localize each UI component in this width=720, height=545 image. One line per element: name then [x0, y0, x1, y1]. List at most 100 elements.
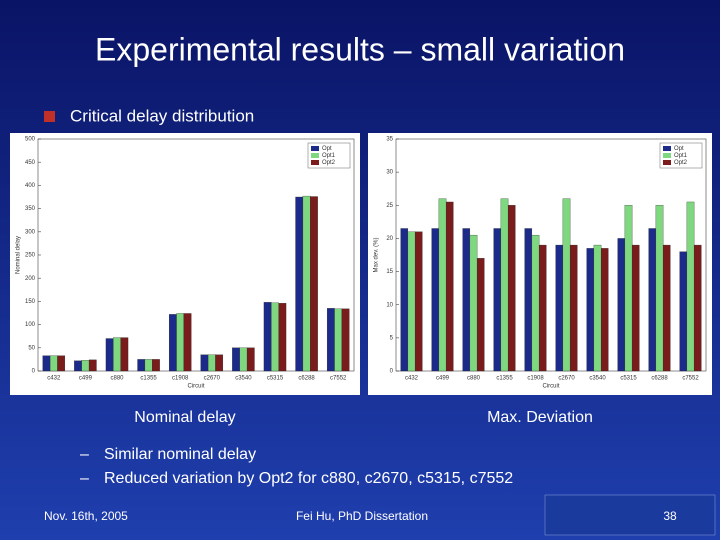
y-tick-label: 150	[25, 299, 36, 305]
bar	[263, 302, 272, 372]
bar	[414, 231, 423, 372]
y-tick-label: 0	[32, 369, 36, 375]
legend-label: Opt	[674, 146, 684, 152]
legend-label: Opt2	[322, 160, 336, 166]
x-tick-label: c6288	[298, 376, 315, 382]
bar	[569, 244, 578, 372]
x-tick-label: c880	[467, 376, 481, 382]
bar	[334, 308, 343, 372]
y-tick-label: 0	[390, 369, 394, 375]
x-tick-label: c432	[47, 376, 61, 382]
bar	[538, 244, 547, 372]
legend-label: Opt	[322, 146, 332, 152]
bar	[310, 196, 318, 372]
bar	[593, 244, 602, 372]
y-tick-label: 5	[390, 335, 394, 341]
bar	[476, 258, 485, 372]
y-tick-label: 250	[25, 253, 36, 259]
logo-box	[544, 494, 716, 536]
y-tick-label: 30	[386, 170, 393, 176]
bar	[445, 201, 454, 372]
y-axis-label: Max dev. (%)	[374, 238, 380, 273]
x-tick-label: c7552	[682, 376, 699, 382]
legend-label: Opt1	[322, 153, 336, 159]
y-tick-label: 200	[25, 276, 36, 282]
legend-swatch	[663, 153, 671, 158]
legend-swatch	[663, 146, 671, 151]
footer-center: Fei Hu, PhD Dissertation	[296, 509, 428, 523]
bar	[74, 360, 82, 372]
bar	[693, 244, 702, 372]
x-tick-label: c1908	[172, 376, 189, 382]
bar	[493, 228, 502, 372]
x-tick-label: c1908	[527, 376, 544, 382]
x-tick-label: c432	[405, 376, 419, 382]
bar	[400, 228, 409, 372]
x-tick-label: c1355	[496, 376, 513, 382]
y-tick-label: 350	[25, 206, 36, 212]
bar	[341, 308, 350, 372]
bar	[246, 347, 255, 372]
y-tick-label: 35	[386, 137, 393, 143]
bar	[655, 205, 664, 372]
bar	[88, 359, 97, 372]
slide-title: Experimental results – small variation	[95, 31, 625, 67]
bar	[176, 313, 185, 372]
bar	[42, 355, 51, 372]
y-tick-label: 10	[386, 302, 393, 308]
y-tick-label: 25	[386, 203, 393, 209]
bar	[200, 354, 209, 372]
bar	[152, 359, 160, 372]
bar	[600, 248, 609, 372]
plot-area	[395, 138, 707, 372]
bar	[239, 347, 248, 372]
legend-label: Opt2	[674, 160, 688, 166]
y-tick-label: 20	[386, 236, 393, 242]
chart-caption: Nominal delay	[134, 409, 235, 426]
bar	[524, 228, 533, 372]
x-tick-label: c2670	[204, 376, 221, 382]
bar	[631, 244, 640, 372]
bar	[326, 308, 335, 372]
x-tick-label: c3540	[235, 376, 252, 382]
bar	[555, 244, 564, 372]
x-tick-label: c499	[436, 376, 450, 382]
bar	[207, 354, 216, 372]
bar	[271, 302, 279, 372]
bar	[507, 205, 516, 372]
bar	[462, 228, 471, 372]
y-axis-label: Nominal delay	[16, 236, 22, 274]
y-tick-label: 50	[28, 345, 35, 351]
bar	[562, 198, 571, 372]
x-tick-label: c3540	[589, 376, 606, 382]
bar	[57, 355, 66, 372]
x-tick-label: c880	[110, 376, 124, 382]
bar	[278, 303, 287, 372]
sub-bullet: Reduced variation by Opt2 for c880, c267…	[104, 470, 513, 487]
bar	[215, 354, 224, 372]
bar	[531, 234, 540, 372]
bar	[500, 198, 509, 372]
bar	[624, 205, 633, 372]
bar	[49, 355, 58, 372]
sub-bullet: Similar nominal delay	[104, 446, 256, 463]
x-tick-label: c5315	[267, 376, 284, 382]
bar	[648, 228, 657, 372]
bar	[113, 337, 121, 372]
bar	[407, 231, 416, 372]
bar	[144, 359, 153, 372]
bullet: Critical delay distribution	[70, 106, 254, 125]
y-tick-label: 100	[25, 322, 36, 328]
y-tick-label: 500	[25, 137, 36, 143]
y-tick-label: 15	[386, 269, 393, 275]
x-tick-label: c7552	[330, 376, 347, 382]
dash: –	[80, 446, 89, 463]
bar	[81, 360, 90, 372]
footer-left: Nov. 16th, 2005	[44, 509, 128, 523]
bar	[662, 244, 671, 372]
bar	[679, 251, 688, 372]
y-tick-label: 450	[25, 160, 36, 166]
x-tick-label: c6288	[651, 376, 668, 382]
x-tick-label: c1355	[140, 376, 157, 382]
